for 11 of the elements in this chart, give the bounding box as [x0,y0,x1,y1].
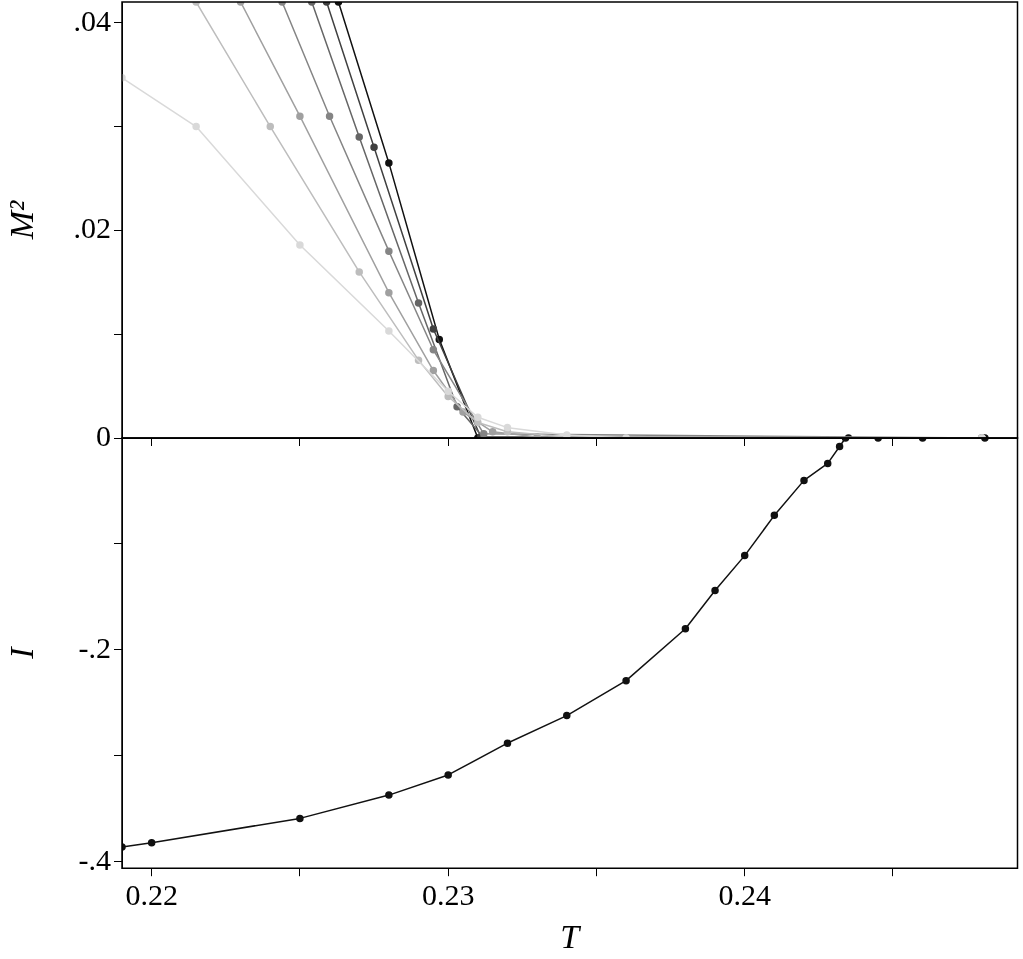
x-tick-label: 0.23 [421,878,475,912]
y-tick-label: 0 [96,418,111,452]
x-tick-label: 0.22 [125,878,178,912]
y-axis-title: M² [3,199,41,241]
x-axis-title: T [560,917,582,955]
y-axis-title: I [3,645,41,660]
y-tick-label: .02 [73,211,111,245]
y-tick-label: -.4 [78,842,111,876]
y-tick-label: .04 [73,3,111,37]
y-tick-label: -.2 [78,630,111,664]
x-tick-label: 0.24 [718,878,771,912]
